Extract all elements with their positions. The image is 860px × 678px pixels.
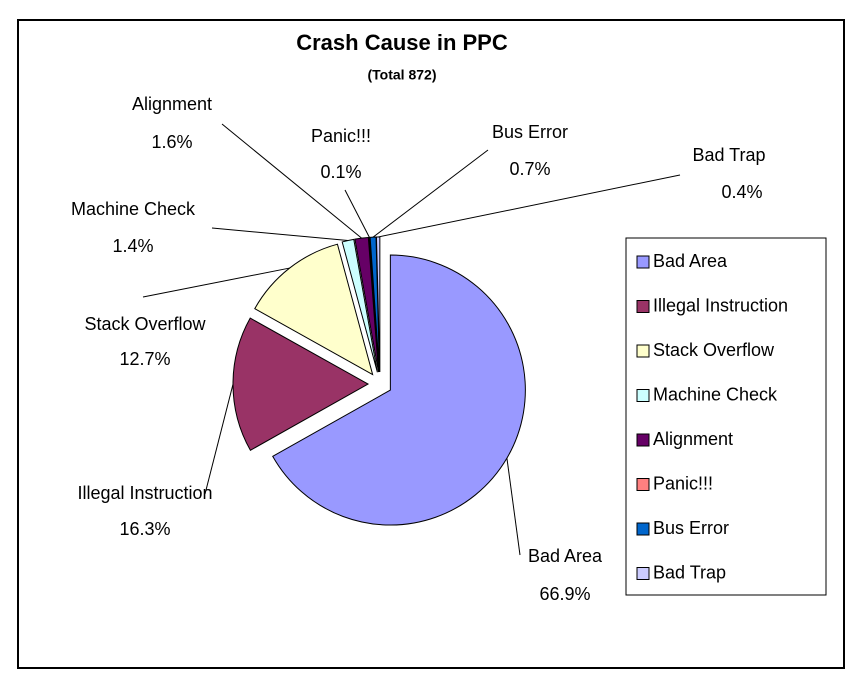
slice-label: Alignment — [132, 94, 212, 114]
legend-swatch — [636, 522, 650, 536]
chart-title: Crash Cause in PPC — [296, 30, 508, 55]
legend-swatch — [636, 255, 650, 269]
pie-slice — [272, 254, 526, 526]
slice-label: Machine Check — [71, 199, 196, 219]
slice-label: Bad Area — [528, 546, 603, 566]
leader-line — [211, 227, 349, 242]
slice-value: 0.7% — [509, 159, 550, 179]
leader-line — [344, 189, 370, 238]
legend-label: Machine Check — [653, 384, 778, 404]
slice-value: 66.9% — [539, 584, 590, 604]
legend-label: Bad Trap — [653, 562, 726, 582]
leader-line — [204, 384, 234, 495]
slice-value: 1.6% — [151, 132, 192, 152]
legend-box — [625, 237, 827, 596]
legend-swatch — [636, 567, 650, 580]
slice-value: 12.7% — [119, 349, 170, 369]
leader-line — [506, 458, 521, 556]
legend-swatch — [636, 389, 650, 402]
legend-label: Bad Area — [653, 251, 728, 271]
slice-value: 16.3% — [119, 519, 170, 539]
slice-label: Bad Trap — [692, 145, 765, 165]
legend-label: Alignment — [653, 429, 733, 449]
legend-label: Illegal Instruction — [653, 295, 788, 315]
chart-subtitle: (Total 872) — [368, 67, 437, 83]
legend-swatch — [636, 433, 650, 447]
slice-value: 0.4% — [721, 182, 762, 202]
legend-label: Stack Overflow — [653, 340, 775, 360]
legend-label: Panic!!! — [653, 473, 713, 493]
pie-slice — [341, 238, 378, 373]
leader-line — [142, 267, 290, 298]
slice-label: Bus Error — [492, 122, 568, 142]
legend-swatch — [636, 344, 650, 358]
slice-label: Stack Overflow — [84, 314, 206, 334]
leader-line — [378, 174, 681, 238]
slice-label: Panic!!! — [311, 126, 371, 146]
legend-label: Bus Error — [653, 518, 729, 538]
leader-line — [372, 149, 489, 238]
slice-value: 0.1% — [320, 162, 361, 182]
slice-label: Illegal Instruction — [77, 483, 212, 503]
pie-slice — [354, 236, 379, 373]
legend-swatch — [636, 300, 650, 313]
pie-slice — [232, 317, 370, 451]
slice-value: 1.4% — [112, 236, 153, 256]
legend-swatch — [636, 478, 650, 491]
leader-line — [221, 123, 362, 239]
